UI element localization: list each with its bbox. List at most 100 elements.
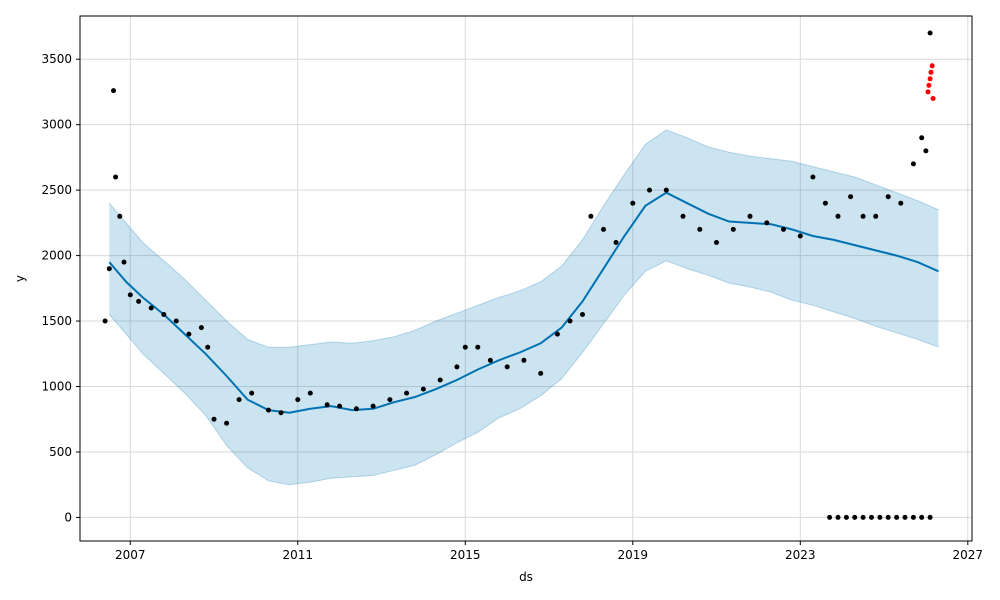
observed-point [869,514,874,520]
observed-point [161,312,167,317]
observed-point [278,410,284,416]
highlight-point [926,82,932,88]
observed-point [781,226,786,232]
observed-point [885,194,891,200]
observed-point [307,390,313,396]
observed-point [919,514,925,520]
observed-point [337,403,343,409]
observed-point [198,325,204,331]
y-tick-label: 3500 [41,52,72,66]
observed-point [797,233,803,239]
observed-point [927,514,933,520]
observed-point [822,200,828,206]
observed-point [117,213,123,219]
highlight-point [930,96,936,101]
x-axis-ticks: 2007 2011 2015 2019 2023 2027 [115,541,983,562]
observed-point [919,135,925,141]
x-tick-label: 2023 [785,548,816,562]
plot-frame [79,15,973,542]
x-tick-label: 2015 [450,548,481,562]
observed-point [873,213,879,219]
forecast-lines [108,129,939,486]
observed-point [730,226,736,232]
y-tick-label: 1500 [41,314,72,328]
observed-point [538,370,544,376]
observed-point [437,377,443,383]
observed-point [810,174,816,180]
observed-point [580,312,585,317]
y-axis-ticks: 0 500 1000 1500 2000 2500 3000 3500 [41,52,80,524]
observed-point [898,200,904,206]
observed-point [697,226,703,232]
x-tick-label: 2027 [953,548,984,562]
observed-point [588,213,594,219]
uncertainty-band [109,129,939,485]
observed-point [902,514,908,520]
observed-point [835,213,841,219]
observed-point [224,420,230,426]
observed-point [860,213,866,219]
observed-point [106,266,112,272]
observed-point [894,514,900,520]
observed-point [835,514,841,520]
grid [80,16,972,541]
observed-point [370,403,376,409]
x-tick-label: 2019 [618,548,649,562]
y-tick-label: 0 [64,510,72,524]
y-tick-label: 3000 [41,118,72,132]
observed-point [647,187,652,193]
observed-point [111,88,116,94]
upper-bound-line [108,129,939,348]
observed-point [186,331,192,337]
observed-point [521,357,527,363]
observed-point [387,397,393,403]
observed-point [613,240,619,245]
observed-point [601,226,606,232]
highlight-point [925,89,931,95]
observed-point [554,331,560,337]
observed-point [680,213,686,219]
observed-point [113,174,119,180]
y-tick-label: 2000 [41,249,72,263]
uncertainty-area [109,129,939,485]
observed-point [877,514,883,520]
observed-point [504,364,510,370]
observed-point [205,344,211,350]
observed-point [173,318,179,324]
x-tick-label: 2007 [115,548,146,562]
observed-point [462,344,468,350]
observed-point [910,514,916,520]
observed-point [848,194,854,200]
observed-point [630,200,636,206]
observed-point [475,344,481,350]
observed-point [764,220,770,226]
highlight-point [927,76,933,82]
observed-point [136,298,142,304]
x-axis-label: ds [519,570,533,584]
y-tick-label: 2500 [41,183,72,197]
observed-point [714,240,719,245]
observed-point [236,397,242,403]
observed-point [860,514,866,520]
observed-point [295,397,301,403]
forecast-line [108,191,939,414]
observed-point [910,161,916,167]
observed-points [102,30,936,520]
observed-point [266,407,271,413]
observed-point [249,390,255,396]
observed-point [324,402,330,408]
observed-point [852,514,858,520]
observed-point [843,514,849,520]
observed-point [923,148,929,154]
observed-point [121,259,127,265]
observed-point [454,364,460,370]
observed-point [127,292,133,298]
observed-point [420,386,426,392]
observed-point [211,416,217,422]
observed-point [102,318,108,324]
y-axis-label: y [13,275,27,282]
observed-point [927,30,933,36]
y-tick-label: 1000 [41,380,72,394]
